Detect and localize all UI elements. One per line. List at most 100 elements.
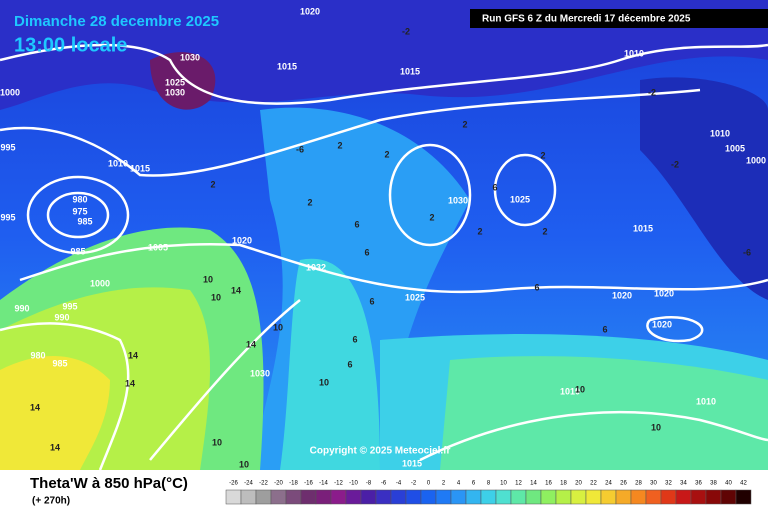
run-info: Run GFS 6 Z du Mercredi 17 décembre 2025 <box>482 14 691 25</box>
isobar-label: 1010 <box>108 158 128 168</box>
theta-label: 6 <box>534 282 539 292</box>
scale-tick: 32 <box>665 481 672 487</box>
theta-label: -6 <box>743 247 751 257</box>
scale-box <box>630 489 647 505</box>
isobar-label: 1030 <box>250 368 270 378</box>
isobar-label: 1020 <box>652 319 672 329</box>
scale-tick: -18 <box>289 481 298 487</box>
theta-label: 6 <box>354 219 359 229</box>
isobar-label: 1010 <box>560 386 580 396</box>
isobar-label: 1015 <box>400 66 420 76</box>
isobar-label: 1030 <box>165 87 185 97</box>
theta-label: 6 <box>364 247 369 257</box>
scale-tick: 12 <box>515 481 522 487</box>
scale-tick: 16 <box>545 481 552 487</box>
isobar-label: 1010 <box>624 48 644 58</box>
scale-box <box>330 489 347 505</box>
scale-tick: -24 <box>244 481 253 487</box>
theta-label: 10 <box>575 384 585 394</box>
scale-box <box>345 489 362 505</box>
isobar-label: 1010 <box>696 396 716 406</box>
copyright: Copyright © 2025 Meteociel.fr <box>310 446 451 457</box>
isobar-label: 990 <box>54 312 69 322</box>
theta-label: 10 <box>319 377 329 387</box>
isobar-label: 1020 <box>612 290 632 300</box>
theta-label: 10 <box>203 274 213 284</box>
scale-tick: -22 <box>259 481 268 487</box>
scale-box <box>450 489 467 505</box>
scale-box <box>480 489 497 505</box>
cold-area <box>640 77 768 300</box>
theta-label: 2 <box>307 197 312 207</box>
scale-tick: 28 <box>635 481 642 487</box>
theta-label: 14 <box>246 339 256 349</box>
isobar-label: 1005 <box>725 143 745 153</box>
scale-tick: 14 <box>530 481 537 487</box>
scale-tick: 22 <box>590 481 597 487</box>
mild-area <box>280 258 380 470</box>
scale-tick: 26 <box>620 481 627 487</box>
isobar-label: 995 <box>62 301 77 311</box>
scale-tick: 6 <box>472 481 476 487</box>
scale-tick: 4 <box>457 481 461 487</box>
theta-label: 6 <box>492 182 497 192</box>
theta-label: 6 <box>602 324 607 334</box>
scale-tick: 24 <box>605 481 612 487</box>
isobar-label: 980 <box>72 194 87 204</box>
scale-tick: -6 <box>381 481 387 487</box>
forecast-time: 13:00 locale <box>14 34 127 56</box>
forecast-date: Dimanche 28 decembre 2025 <box>14 13 219 30</box>
cold-core <box>150 52 216 110</box>
field-title: Theta'W à 850 hPa(°C) <box>30 475 188 492</box>
run-box <box>470 9 768 28</box>
theta-label: 2 <box>384 149 389 159</box>
theta-label: 2 <box>210 179 215 189</box>
isobar-label: 1015 <box>130 163 150 173</box>
theta-label: 14 <box>231 285 241 295</box>
theta-label: -2 <box>648 87 656 97</box>
scale-tick: 42 <box>740 481 747 487</box>
theta-label: 10 <box>212 437 222 447</box>
theta-label: 10 <box>239 459 249 469</box>
isobar-label: 1025 <box>405 292 425 302</box>
scale-box <box>720 489 737 505</box>
isobar-label: 985 <box>70 246 85 256</box>
scale-box <box>525 489 542 505</box>
scale-box <box>285 489 302 505</box>
scale-tick: 34 <box>680 481 687 487</box>
scale-box <box>495 489 512 505</box>
scale-tick: 40 <box>725 481 732 487</box>
scale-box <box>555 489 572 505</box>
isobar-label: 995 <box>0 212 15 222</box>
scale-box <box>465 489 482 505</box>
scale-tick: -2 <box>411 481 417 487</box>
theta-label: 14 <box>50 442 60 452</box>
scale-box <box>645 489 662 505</box>
theta-label: 2 <box>542 226 547 236</box>
theta-label: 14 <box>30 402 40 412</box>
isobar-label: 990 <box>14 303 29 313</box>
isobar-label: 1020 <box>654 288 674 298</box>
isobar-label: 1000 <box>90 278 110 288</box>
isobar-label: 1025 <box>165 77 185 87</box>
scale-tick: -10 <box>349 481 358 487</box>
scale-box <box>435 489 452 505</box>
scale-tick: -16 <box>304 481 313 487</box>
scale-box <box>240 489 257 505</box>
theta-label: -2 <box>671 159 679 169</box>
scale-box <box>225 489 242 505</box>
theta-label: -6 <box>296 144 304 154</box>
theta-label: 14 <box>125 378 135 388</box>
scale-box <box>600 489 617 505</box>
scale-box <box>690 489 707 505</box>
scale-tick: 38 <box>710 481 717 487</box>
scale-box <box>420 489 437 505</box>
isobar-label: 1015 <box>633 223 653 233</box>
isobar-label: 1025 <box>510 194 530 204</box>
isobar-label: 975 <box>72 206 87 216</box>
theta-label: 2 <box>429 212 434 222</box>
scale-box <box>300 489 317 505</box>
scale-box <box>255 489 272 505</box>
theta-label: 10 <box>651 422 661 432</box>
